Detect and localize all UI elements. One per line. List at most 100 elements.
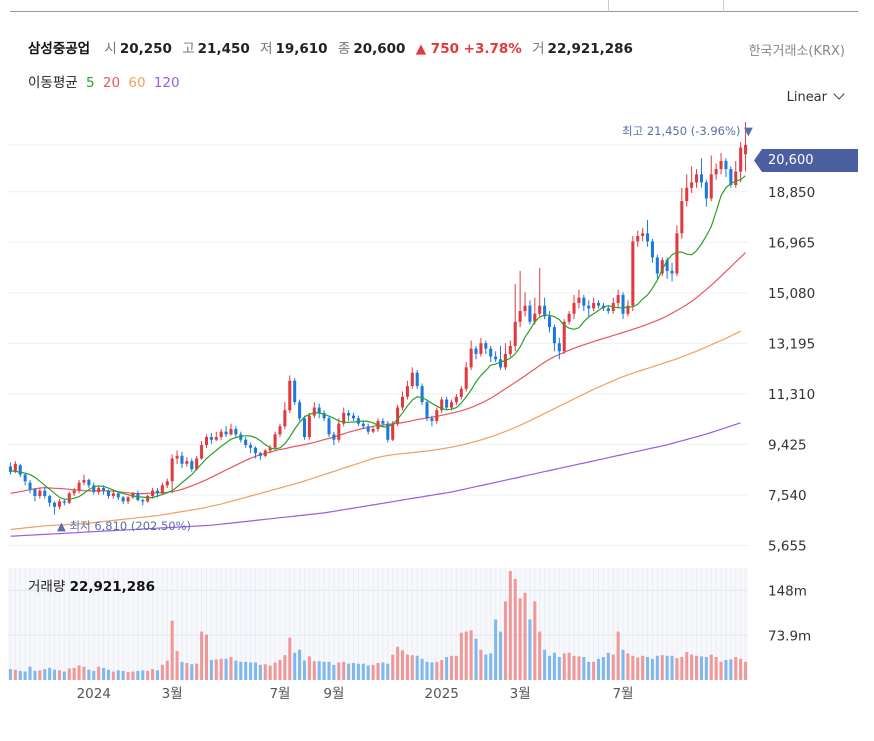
candle-body	[445, 399, 449, 408]
volume-panel-title: 거래량	[28, 579, 66, 595]
volume-bar	[97, 666, 101, 680]
volume-bar	[601, 656, 605, 680]
scale-dropdown[interactable]: Linear	[786, 88, 845, 105]
ma-legend-120[interactable]: 120	[153, 75, 180, 91]
candle-body	[273, 434, 277, 448]
y-tick-label: 13,195	[768, 336, 815, 352]
candle-body	[229, 429, 233, 435]
volume-bar	[322, 661, 326, 680]
volume-bar	[332, 664, 336, 680]
volume-bar	[729, 659, 733, 680]
volume-bar	[317, 661, 321, 680]
candle-body	[655, 257, 659, 274]
volume-bar	[224, 658, 228, 680]
candle-body	[567, 313, 571, 322]
volume-tick-label: 148m	[768, 583, 807, 599]
volume-bar	[641, 655, 645, 680]
candle-body	[459, 388, 463, 397]
x-tick-label: 7월	[613, 686, 634, 702]
volume-bar	[592, 661, 596, 680]
candle-body	[72, 490, 76, 494]
volume-bar	[371, 664, 375, 680]
volume-bar	[597, 658, 601, 680]
candle-body	[744, 144, 748, 155]
volume-bar	[533, 601, 537, 680]
close-value: 20,600	[353, 41, 406, 57]
candle-body	[636, 235, 640, 242]
candle-body	[322, 412, 326, 419]
volume-bar	[675, 658, 679, 680]
candle-body	[307, 415, 311, 438]
candle-body	[464, 367, 468, 389]
ma-legend-5[interactable]: 5	[85, 75, 95, 91]
candle-body	[719, 160, 723, 169]
volume-bar	[695, 655, 699, 680]
candle-body	[342, 412, 346, 424]
volume-bar	[611, 654, 615, 680]
candle-body	[494, 356, 498, 360]
open-label: 시	[104, 41, 117, 57]
candle-body	[195, 458, 199, 470]
volume-bar	[28, 666, 32, 680]
candle-body	[454, 396, 458, 403]
volume-panel-value: 22,921,286	[69, 579, 155, 595]
ma-legend-20[interactable]: 20	[102, 75, 121, 91]
volume-bar	[714, 656, 718, 680]
volume-label: 거	[532, 41, 545, 57]
volume-bar	[445, 656, 449, 680]
candle-body	[214, 437, 218, 440]
volume-bar	[498, 631, 503, 680]
candle-body	[92, 485, 96, 493]
quote-header: 삼성중공업 시 20,250 고 21,450 저 19,610 종 20,600 ▲ …	[28, 37, 639, 57]
candle-body	[111, 493, 115, 497]
low-label: 저	[260, 41, 273, 57]
volume-bar	[48, 667, 52, 680]
volume-bar	[111, 671, 115, 680]
volume-bar	[146, 670, 150, 680]
volume-bar	[102, 667, 106, 680]
volume-bar	[474, 638, 478, 680]
candle-body	[449, 402, 454, 408]
candle-body	[621, 294, 625, 314]
low-value: 19,610	[275, 41, 328, 57]
stock-name[interactable]: 삼성중공업	[28, 41, 91, 57]
x-tick-label: 3월	[162, 686, 183, 702]
volume-bar	[646, 656, 650, 680]
volume-bar	[175, 650, 179, 680]
volume-bar	[204, 634, 208, 680]
candle-body	[440, 399, 444, 411]
volume-bar	[141, 670, 145, 680]
candle-body	[552, 327, 556, 344]
volume-bar	[13, 669, 17, 680]
candle-body	[102, 487, 106, 491]
volume-bar	[376, 663, 380, 680]
volume-bar	[298, 649, 302, 680]
volume-bar	[719, 661, 723, 680]
volume-bar	[8, 669, 12, 680]
volume-bar	[621, 649, 625, 680]
volume-bar	[739, 658, 743, 680]
volume-bar	[552, 652, 556, 680]
candle-body	[337, 423, 341, 440]
scale-label: Linear	[786, 90, 827, 105]
candle-body	[587, 305, 591, 309]
volume-bar	[283, 655, 287, 680]
volume-bar	[577, 656, 581, 680]
candle-body	[317, 407, 321, 413]
ma-legend-60[interactable]: 60	[128, 75, 146, 91]
volume-bar	[386, 663, 390, 680]
candle-body	[249, 445, 253, 448]
candle-body	[557, 343, 561, 352]
volume-bar	[548, 655, 552, 680]
candle-body	[204, 437, 208, 446]
candle-body	[38, 490, 42, 497]
candle-body	[371, 429, 375, 432]
candle-body	[381, 420, 385, 424]
volume-bar	[214, 659, 218, 680]
volume-bar	[62, 671, 66, 680]
candle-body	[704, 182, 708, 199]
candle-body	[121, 497, 125, 502]
candle-body	[675, 233, 679, 274]
candle-body	[298, 402, 302, 419]
